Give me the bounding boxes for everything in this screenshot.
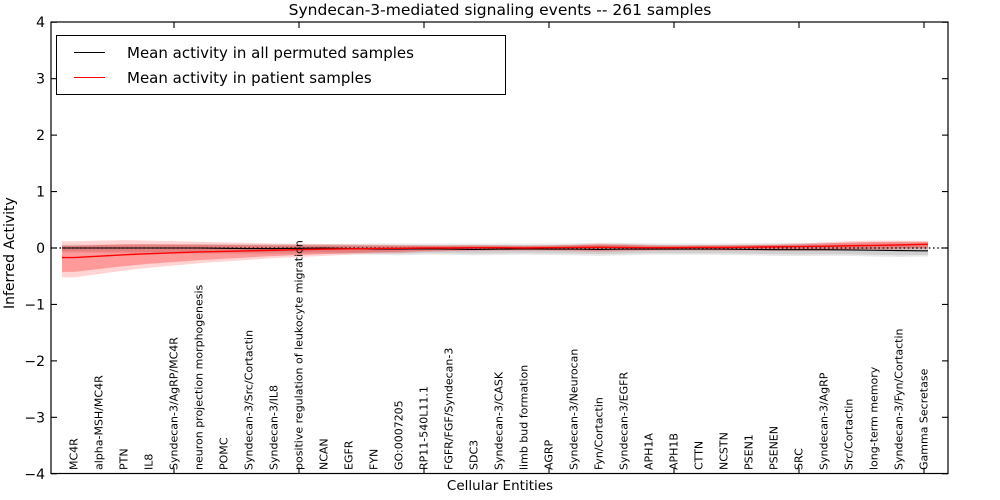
category-label: SRC — [793, 448, 806, 470]
legend-entry-patient: Mean activity in patient samples — [57, 66, 505, 90]
legend-label-patient: Mean activity in patient samples — [127, 68, 372, 87]
x-axis-label: Cellular Entities — [446, 478, 554, 494]
category-label: Gamma Secretase — [918, 368, 931, 470]
y-tick-label: −4 — [24, 467, 45, 483]
y-tick-label: 0 — [36, 241, 45, 257]
category-label: Syndecan-3/IL8 — [268, 385, 281, 470]
category-label: PTN — [118, 448, 131, 470]
legend-entry-permuted: Mean activity in all permuted samples — [57, 41, 505, 65]
category-label: APH1A — [643, 433, 656, 470]
category-label: PSEN1 — [743, 434, 756, 470]
category-label: EGFR — [343, 440, 356, 470]
category-label: FYN — [368, 449, 381, 470]
category-label: GO:0007205 — [393, 400, 406, 470]
y-tick-label: −2 — [24, 354, 45, 370]
category-label: Syndecan-3/Fyn/Cortactin — [893, 328, 906, 470]
category-label: Syndecan-3/AgRP/MC4R — [168, 337, 181, 470]
category-label: Syndecan-3/CASK — [493, 371, 506, 470]
y-tick-label: 4 — [36, 15, 45, 31]
patient-line-swatch — [74, 77, 105, 78]
y-tick-label: 3 — [36, 72, 45, 88]
category-label: APH1B — [668, 433, 681, 470]
y-axis-label: Inferred Activity — [2, 197, 18, 309]
category-label: AGRP — [543, 440, 556, 470]
y-tick-label: 2 — [36, 128, 45, 144]
category-label: NCSTN — [718, 432, 731, 470]
category-label: POMC — [218, 437, 231, 470]
patient-mean-line — [62, 243, 928, 259]
category-label: SDC3 — [468, 440, 481, 470]
category-label: Syndecan-3/EGFR — [618, 372, 631, 470]
category-label: limb bud formation — [518, 365, 531, 470]
category-label: Src/Cortactin — [843, 399, 856, 470]
permuted-line-swatch — [74, 52, 105, 53]
legend: Mean activity in all permuted samples Me… — [56, 35, 506, 95]
category-label: Syndecan-3/Neurocan — [568, 349, 581, 470]
category-label: MC4R — [68, 438, 81, 470]
category-label: long-term memory — [868, 366, 881, 470]
category-label: FGFR/FGF/Syndecan-3 — [443, 348, 456, 470]
category-label: NCAN — [318, 438, 331, 470]
y-tick-label: −1 — [24, 297, 45, 313]
category-label: positive regulation of leukocyte migrati… — [293, 240, 306, 470]
category-label: alpha-MSH/MC4R — [93, 375, 106, 470]
y-tick-label: −3 — [24, 410, 45, 426]
chart-title: Syndecan-3-mediated signaling events -- … — [288, 1, 712, 19]
category-label: neuron projection morphogenesis — [193, 284, 206, 470]
category-label: Fyn/Cortactin — [593, 397, 606, 470]
category-label: IL8 — [143, 454, 156, 470]
category-label: Syndecan-3/Src/Cortactin — [243, 330, 256, 470]
category-label: RP11-540L11.1 — [418, 386, 431, 470]
y-tick-label: 1 — [36, 185, 45, 201]
category-label: CTTN — [693, 441, 706, 470]
legend-label-permuted: Mean activity in all permuted samples — [127, 43, 414, 62]
category-label: Syndecan-3/AgRP — [818, 372, 831, 470]
category-label: PSENEN — [768, 426, 781, 470]
